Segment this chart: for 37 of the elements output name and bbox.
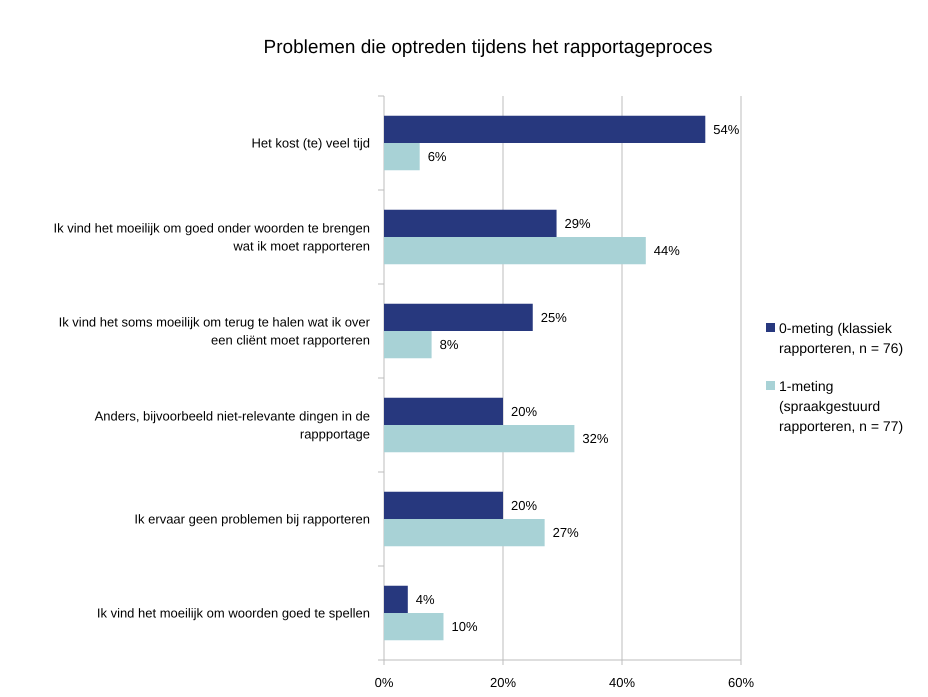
- data-label: 54%: [713, 122, 740, 137]
- y-tick-label: Ik ervaar geen problemen bij rapporteren: [134, 512, 370, 526]
- data-label: 8%: [440, 337, 459, 352]
- bar: [384, 613, 444, 640]
- bar: [384, 519, 545, 546]
- y-tick-label: Ik vind het soms moeilijk om terug te halen wat ik over een cliënt moet rapporteren: [58, 314, 371, 348]
- bar: [384, 398, 503, 425]
- data-label: 29%: [564, 216, 592, 231]
- x-tick-label: 40%: [608, 675, 636, 690]
- data-label: 20%: [511, 498, 538, 513]
- data-label: 27%: [552, 525, 580, 540]
- data-label: 20%: [511, 404, 538, 419]
- x-tick-label: 20%: [490, 675, 516, 690]
- bar: [384, 425, 574, 452]
- bar: [384, 237, 646, 264]
- data-label: 10%: [452, 619, 478, 634]
- bar: [384, 143, 420, 170]
- data-label: 6%: [428, 149, 447, 164]
- data-label: 32%: [582, 431, 609, 446]
- bar: [384, 116, 706, 143]
- data-label: 4%: [416, 592, 436, 607]
- data-label: 44%: [654, 243, 680, 258]
- legend-label: 1-meting (spraakgestuurd rapporteren, n = 77): [779, 378, 904, 434]
- y-tick-label: Ik vind het moeilijk om goed onder woorden te brengen wat ik moet rapporteren: [53, 220, 370, 254]
- y-tick-label: Het kost (te) veel tijd: [252, 136, 370, 150]
- bar: [384, 304, 533, 331]
- bar: [384, 492, 503, 519]
- y-tick-label: Anders, bijvoorbeeld niet-relevante dingen in de rappportage: [94, 408, 370, 442]
- data-label: 25%: [540, 310, 568, 325]
- x-tick-label: 60%: [728, 675, 754, 690]
- bar: [384, 210, 557, 237]
- bar: [384, 586, 408, 613]
- bar: [384, 331, 432, 358]
- y-tick-label: Ik vind het moeilijk om woorden goed te spellen: [96, 606, 370, 620]
- legend-label: 0-meting (klassiek rapporteren, n = 76): [779, 320, 904, 356]
- chart-title: Problemen die optreden tijdens het rapportageproces: [264, 37, 712, 58]
- x-tick-label: 0%: [374, 675, 394, 690]
